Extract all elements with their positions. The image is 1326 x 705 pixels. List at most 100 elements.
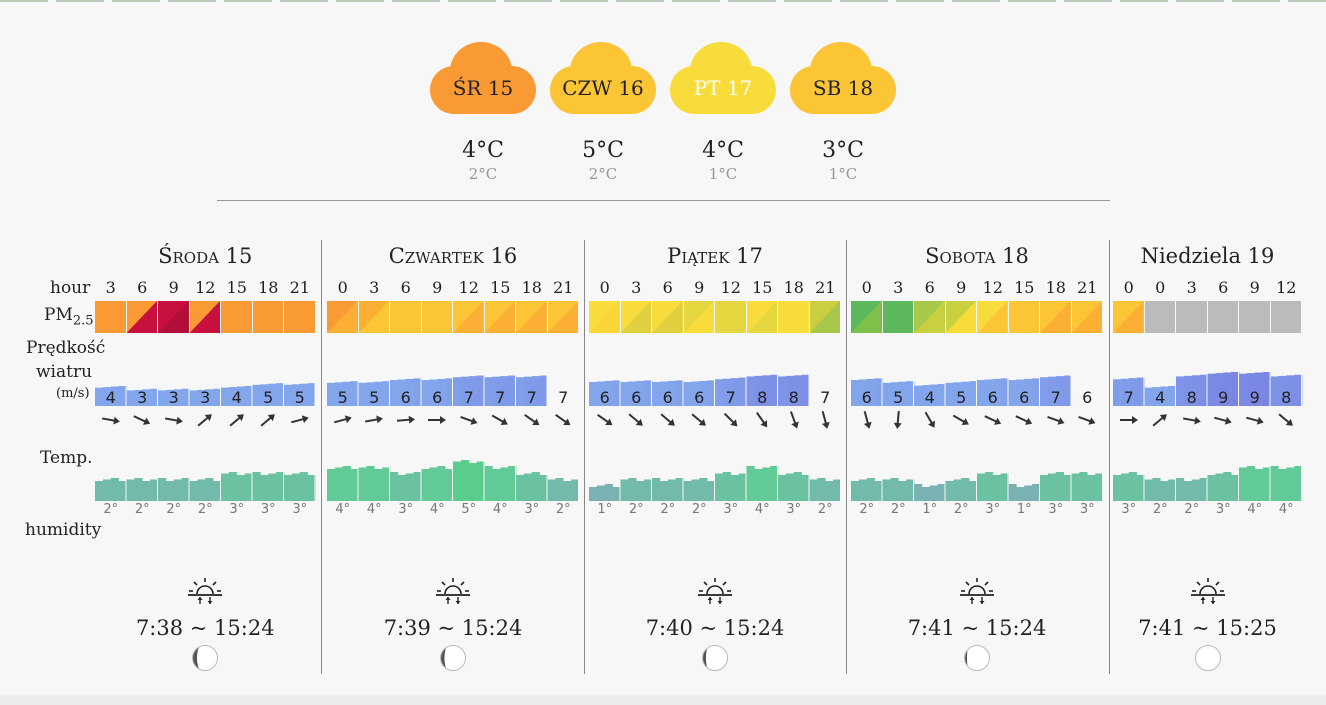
hour-cell: 18 <box>258 278 279 297</box>
forecast-day-cloud[interactable]: CZW 16 <box>550 40 660 116</box>
temperature-bar <box>874 481 883 501</box>
temperature-bar <box>1113 475 1122 501</box>
hour-cell: 9 <box>432 278 443 297</box>
wind-bar-gap <box>777 366 778 406</box>
sunrise-sunset-time: 7:39 ~ 15:24 <box>383 616 523 640</box>
temperature-value: 4° <box>1247 502 1263 517</box>
wind-value: 7 <box>495 388 506 407</box>
temperature-bar-gap <box>1301 455 1302 501</box>
forecast-day-cloud[interactable]: PT 17 <box>670 40 780 116</box>
temperature-bar <box>276 472 285 501</box>
wind-bar <box>596 381 606 406</box>
hour-cell: 12 <box>1276 278 1297 297</box>
hour-cell: 21 <box>1077 278 1098 297</box>
forecast-day-min: 1°C <box>828 165 858 183</box>
forecast-day-cloud[interactable]: SB 18 <box>790 40 900 116</box>
hour-cell: 3 <box>893 278 904 297</box>
temperature-bar <box>866 478 875 501</box>
wind-bar <box>1000 378 1009 406</box>
day-title: Piątek 17 <box>589 244 841 268</box>
wind-arrow-icon <box>1271 410 1303 430</box>
wind-value: 6 <box>599 388 610 407</box>
temperature-bar-gap <box>125 455 127 501</box>
day-title-rest: roda <box>172 244 219 268</box>
wind-arrow-icon <box>284 410 316 430</box>
wind-value: 5 <box>263 388 274 407</box>
hour-cell: 12 <box>982 278 1003 297</box>
temperature-bar <box>299 472 308 501</box>
wind-arrow-icon <box>652 410 684 430</box>
hour-cell: 9 <box>168 278 179 297</box>
hour-cell: 6 <box>137 278 148 297</box>
day-title-rest: iątek <box>681 244 730 268</box>
day-title-number: 17 <box>729 244 763 268</box>
forecast-day-cloud[interactable]: ŚR 15 <box>430 40 540 116</box>
day-title: Niedziela 19 <box>1113 244 1302 268</box>
hour-cell: 0 <box>599 278 610 297</box>
moon-phase-icon <box>191 644 219 672</box>
day-title-initial: P <box>667 244 682 268</box>
day-title-rest: Niedziela <box>1140 244 1241 268</box>
wind-arrow-icon <box>747 410 779 430</box>
temperature-bar <box>1215 473 1224 501</box>
pm-cell-trend <box>914 301 945 333</box>
wind-bar <box>969 381 978 406</box>
hour-cell: 9 <box>1249 278 1260 297</box>
day-title-number: 15 <box>218 244 253 268</box>
temperature-bar-gap <box>483 455 485 501</box>
wind-bar <box>778 376 787 406</box>
wind-value: 4 <box>231 388 242 407</box>
hour-label: hour <box>50 278 91 298</box>
day-title-number: 16 <box>483 244 518 268</box>
wind-bar <box>142 389 151 406</box>
wind-bar <box>1168 385 1177 406</box>
temperature-bar-gap <box>251 455 253 501</box>
wind-value: 7 <box>463 388 474 407</box>
temperature-bar <box>1262 467 1271 501</box>
temperature-bar <box>809 479 818 501</box>
temperature-bar-gap <box>188 455 190 501</box>
wind-value: 7 <box>725 388 736 407</box>
temperature-bar <box>1191 479 1200 501</box>
wind-direction-row <box>1113 410 1302 430</box>
temperature-bar <box>516 475 525 501</box>
temperature-bar <box>390 472 399 501</box>
temperature-bar <box>1016 487 1025 501</box>
day-title-initial: Ś <box>158 244 173 268</box>
temperature-bar <box>531 472 540 501</box>
temperature-bar <box>1144 479 1153 501</box>
temperature-bars <box>851 455 1103 501</box>
wind-bar <box>620 382 629 406</box>
wind-bar <box>366 382 375 406</box>
wind-value: 6 <box>861 388 872 407</box>
wind-arrow-icon <box>977 410 1009 430</box>
temperature-bar <box>571 479 579 501</box>
forecast-day-temps: 4°C 1°C <box>668 138 778 183</box>
pm-label-sub: 2.5 <box>72 313 94 329</box>
temperature-bar <box>500 467 509 501</box>
pm-cell-trend <box>484 301 515 333</box>
forecast-day-label: CZW 16 <box>562 76 644 100</box>
temperature-bar-gap <box>1238 455 1239 501</box>
temperature-bar <box>817 478 826 501</box>
temperature-bar <box>833 479 841 501</box>
temperature-bar-gap <box>682 455 684 501</box>
wind-bar <box>906 381 915 406</box>
wind-arrow-icon <box>810 410 842 430</box>
temperature-bar <box>1286 467 1295 501</box>
temperature-value: 2° <box>197 502 213 517</box>
wind-bar-gap <box>1238 366 1239 406</box>
temperature-bar <box>604 484 613 501</box>
forecast-day-temps: 4°C 2°C <box>428 138 538 183</box>
wind-bar <box>334 382 344 406</box>
pm-cell <box>1270 301 1301 333</box>
temperature-bar <box>675 478 684 501</box>
temperature-bar <box>118 481 127 501</box>
wind-bar <box>644 380 653 406</box>
temperature-bar <box>851 481 860 501</box>
temperature-bar <box>1000 473 1009 501</box>
forecast-day-label: PT 17 <box>693 76 753 100</box>
temperature-bar-gap <box>1175 455 1176 501</box>
wind-direction-row <box>327 410 579 430</box>
temperature-bar-gap <box>840 455 841 501</box>
